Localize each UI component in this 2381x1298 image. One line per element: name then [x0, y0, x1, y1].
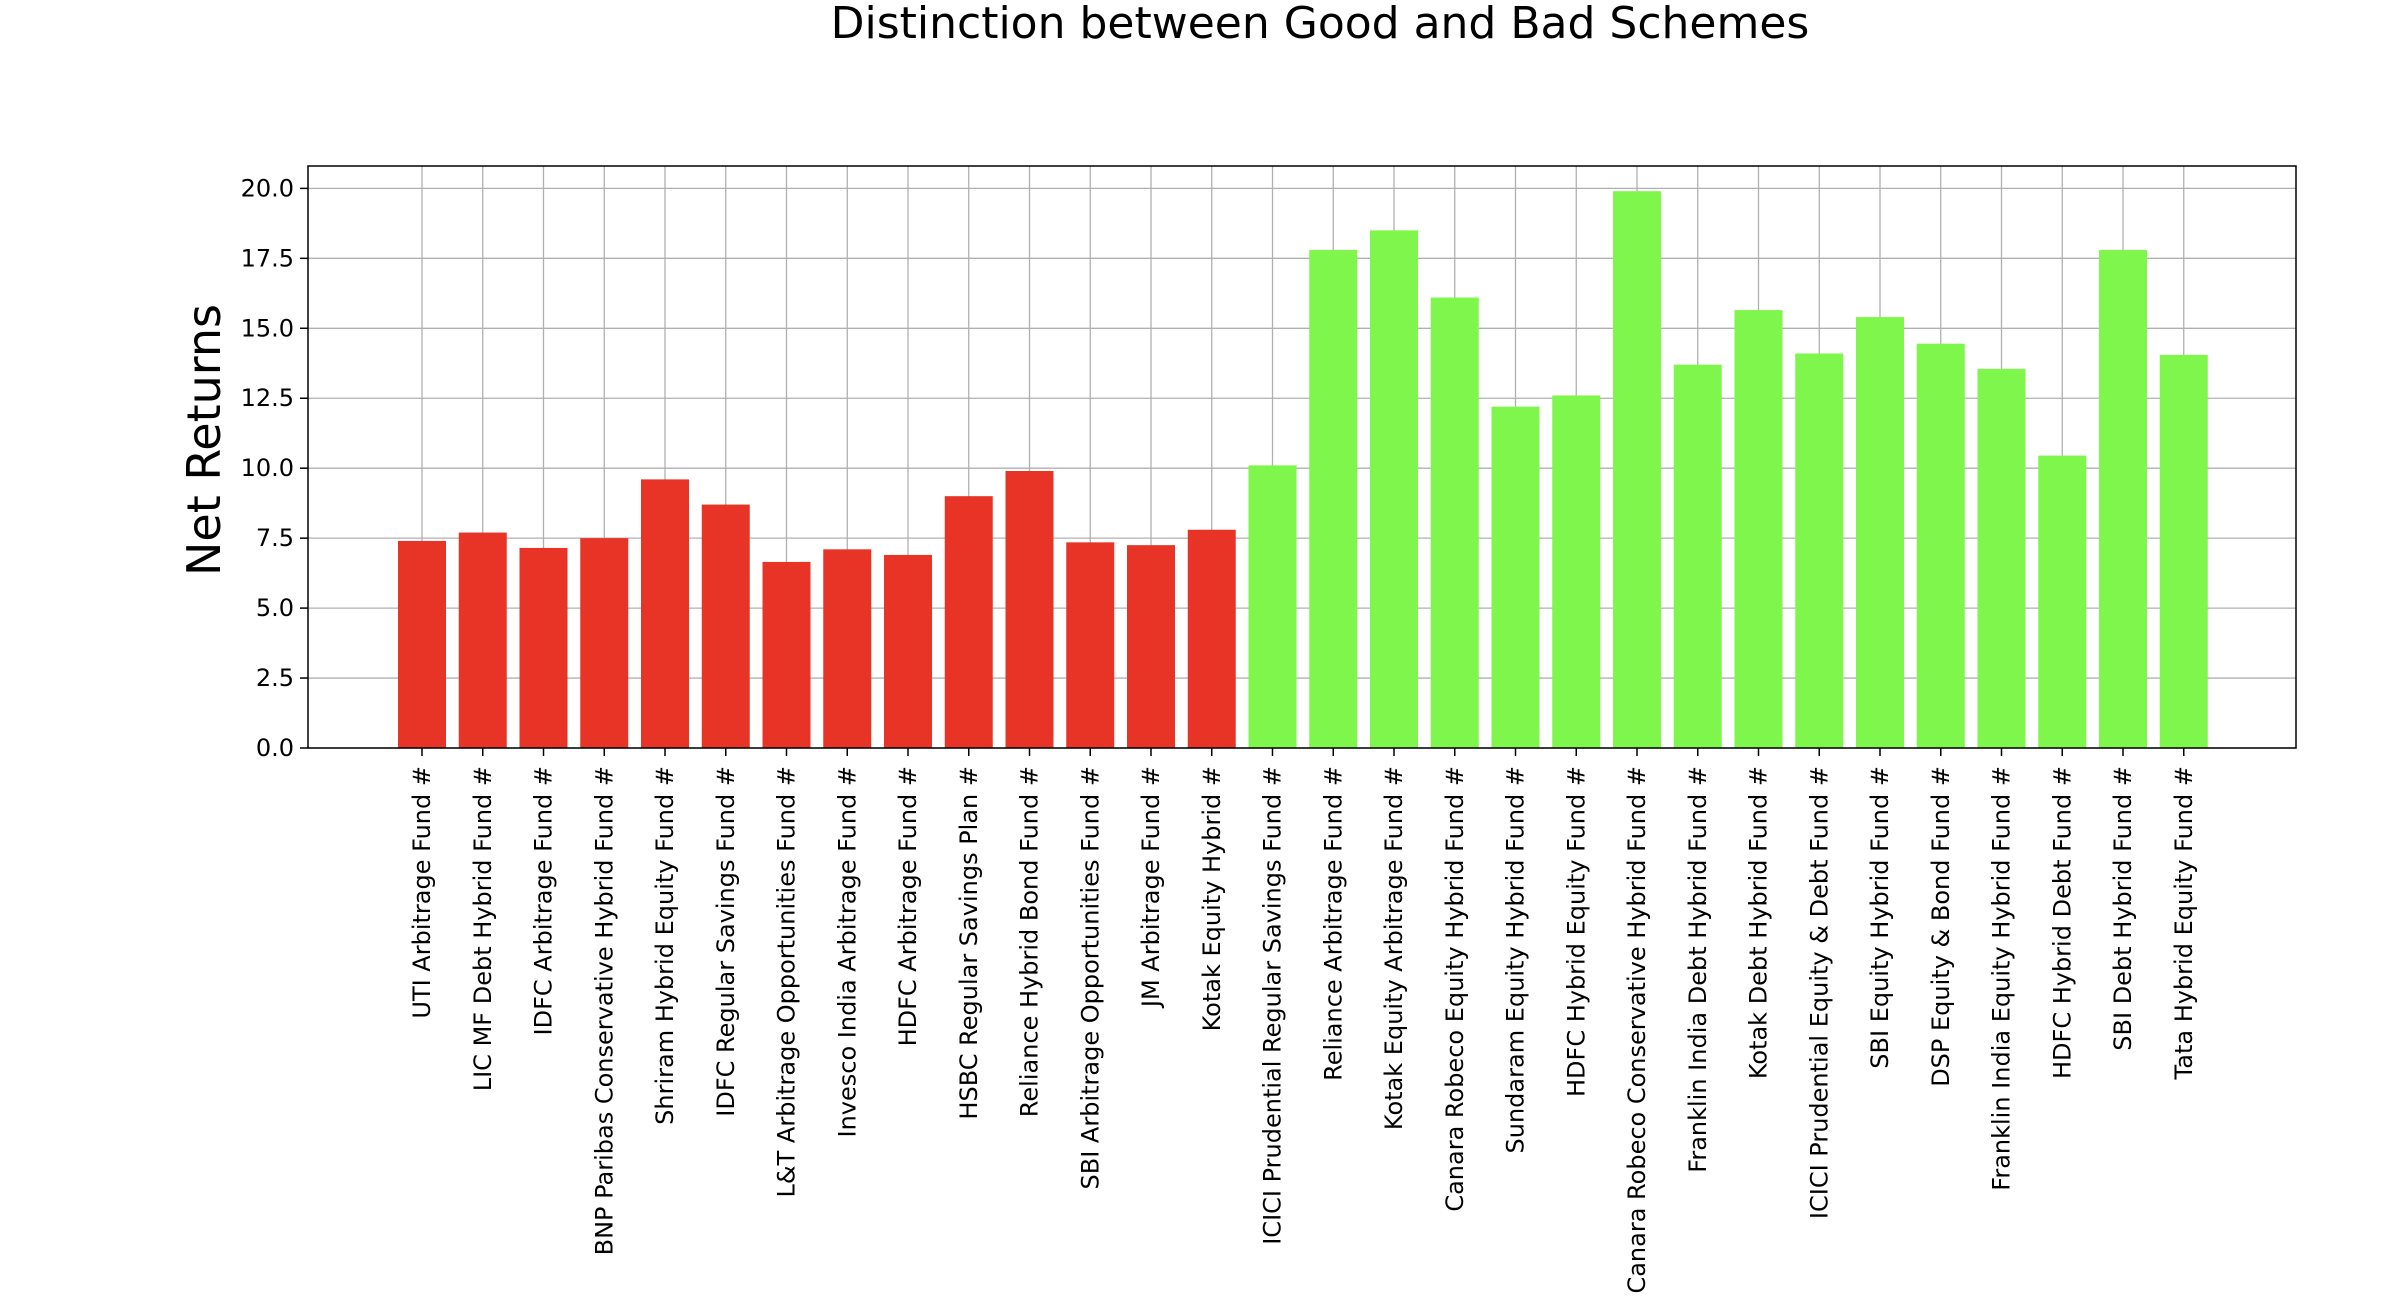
- y-tick-label: 10.0: [241, 454, 294, 482]
- bar: [1552, 395, 1601, 748]
- x-tick-label: Kotak Debt Hybrid Fund #: [1745, 766, 1773, 1079]
- y-axis-label: Net Returns: [177, 304, 231, 576]
- y-tick-label: 20.0: [241, 174, 294, 202]
- x-tick-label: HDFC Arbitrage Fund #: [894, 766, 922, 1046]
- x-tick-label: UTI Arbitrage Fund #: [408, 766, 436, 1019]
- x-tick-label: HSBC Regular Savings Plan #: [955, 766, 983, 1120]
- x-tick-label: ICICI Prudential Equity & Debt Fund #: [1805, 766, 1833, 1219]
- y-tick-label: 5.0: [256, 594, 294, 622]
- x-tick-label: Reliance Hybrid Bond Fund #: [1016, 766, 1044, 1117]
- plot-frame: [307, 165, 2297, 749]
- bar: [398, 540, 446, 748]
- bar: [1127, 545, 1175, 748]
- bar: [701, 504, 750, 748]
- x-tick-label: L&T Arbitrage Opportunities Fund #: [773, 766, 801, 1197]
- bar: [1248, 465, 1297, 748]
- x-tick-label: ICICI Prudential Regular Savings Fund #: [1259, 766, 1287, 1245]
- bars: [398, 191, 2208, 749]
- x-tick-label: HDFC Hybrid Debt Fund #: [2048, 766, 2076, 1079]
- y-axis-ticks: 0.0 2.5 5.0 7.5 10.0 12.5 15.0 17.5 20.0: [241, 174, 308, 762]
- bar: [1916, 343, 1965, 748]
- y-tick-label: 12.5: [241, 384, 294, 412]
- x-tick-label: Reliance Arbitrage Fund #: [1319, 766, 1347, 1081]
- chart-title: Distinction between Good and Bad Schemes: [831, 0, 1810, 49]
- bar: [1066, 542, 1115, 748]
- bar: [2159, 354, 2208, 748]
- bar: [641, 479, 689, 748]
- x-tick-label: Canara Robeco Conservative Hybrid Fund #: [1623, 766, 1651, 1294]
- bar: [1673, 364, 1722, 748]
- y-tick-label: 15.0: [241, 314, 294, 342]
- bar: [1187, 529, 1236, 748]
- x-tick-label: Tata Hybrid Equity Fund #: [2170, 766, 2198, 1080]
- x-tick-label: Canara Robeco Equity Hybrid Fund #: [1441, 766, 1469, 1212]
- x-tick-label: Kotak Equity Hybrid #: [1198, 766, 1226, 1031]
- bar: [1977, 368, 2026, 748]
- x-tick-label: DSP Equity & Bond Fund #: [1927, 766, 1955, 1087]
- x-tick-label: Invesco India Arbitrage Fund #: [833, 766, 861, 1137]
- bar: [1309, 249, 1358, 748]
- bar: [1795, 353, 1844, 748]
- bar: [2038, 455, 2087, 748]
- x-tick-label: Sundaram Equity Hybrid Fund #: [1502, 766, 1530, 1153]
- x-tick-label: SBI Debt Hybrid Fund #: [2109, 766, 2137, 1051]
- bar: [823, 549, 872, 748]
- bar: [458, 532, 507, 748]
- bar: [884, 554, 932, 748]
- bar: [1005, 470, 1054, 748]
- bar: [580, 538, 629, 748]
- x-tick-label: IDFC Regular Savings Fund #: [712, 766, 740, 1117]
- x-tick-label: SBI Arbitrage Opportunities Fund #: [1076, 766, 1104, 1189]
- y-tick-label: 0.0: [256, 734, 294, 762]
- x-tick-label: Kotak Equity Arbitrage Fund #: [1380, 766, 1408, 1130]
- y-tick-label: 7.5: [256, 524, 294, 552]
- x-tick-label: JM Arbitrage Fund #: [1137, 766, 1165, 1009]
- bar: [1491, 406, 1540, 748]
- x-tick-label: LIC MF Debt Hybrid Fund #: [469, 766, 497, 1091]
- y-tick-label: 2.5: [256, 664, 294, 692]
- bar: [1734, 310, 1783, 748]
- bar: [1613, 191, 1661, 749]
- bar: [1370, 230, 1418, 748]
- x-tick-label: Franklin India Equity Hybrid Fund #: [1988, 766, 2016, 1191]
- x-tick-label: BNP Paribas Conservative Hybrid Fund #: [590, 766, 618, 1255]
- x-tick-label: SBI Equity Hybrid Fund #: [1866, 766, 1894, 1069]
- bar: [1430, 297, 1479, 748]
- x-tick-label: IDFC Arbitrage Fund #: [530, 766, 558, 1035]
- x-axis-ticks: UTI Arbitrage Fund # LIC MF Debt Hybrid F…: [408, 748, 2198, 1294]
- x-tick-label: Franklin India Debt Hybrid Fund #: [1684, 766, 1712, 1173]
- bar: [519, 547, 568, 748]
- bar: [944, 496, 993, 748]
- y-tick-label: 17.5: [241, 244, 294, 272]
- bar: [762, 561, 811, 748]
- bar: [1856, 317, 1904, 748]
- bar: [2099, 249, 2147, 748]
- x-tick-label: HDFC Hybrid Equity Fund #: [1562, 766, 1590, 1097]
- x-tick-label: Shriram Hybrid Equity Fund #: [651, 766, 679, 1125]
